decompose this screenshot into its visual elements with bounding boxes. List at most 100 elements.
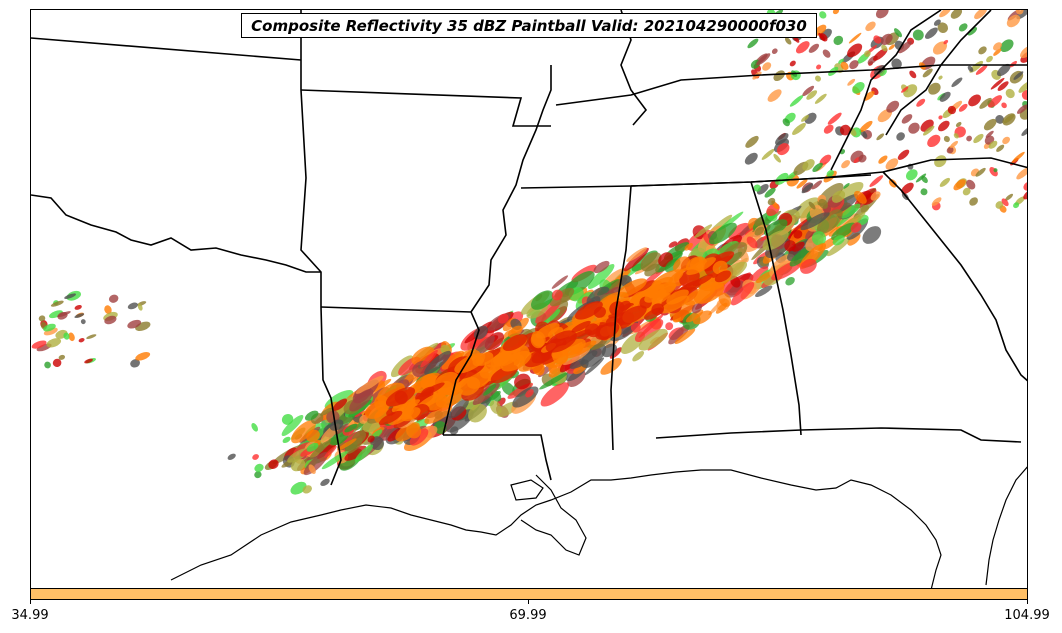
reflectivity-cell	[990, 77, 1005, 90]
reflectivity-cell	[943, 135, 950, 143]
reflectivity-cell	[43, 327, 58, 336]
reflectivity-cell	[424, 350, 452, 375]
reflectivity-cell	[808, 43, 820, 53]
reflectivity-cell	[923, 125, 935, 136]
reflectivity-cell	[755, 271, 774, 283]
reflectivity-cell	[880, 33, 893, 46]
reflectivity-cell	[953, 133, 959, 139]
reflectivity-cell	[630, 322, 641, 333]
reflectivity-cell	[540, 382, 569, 407]
reflectivity-cell	[791, 241, 805, 252]
reflectivity-cell	[893, 28, 903, 38]
reflectivity-cell	[1013, 71, 1024, 80]
ar-la-border	[320, 306, 472, 313]
reflectivity-cell	[776, 143, 790, 156]
reflectivity-cell	[472, 356, 485, 367]
reflectivity-cell	[1015, 10, 1024, 15]
reflectivity-cell	[951, 77, 963, 88]
reflectivity-cell	[931, 197, 942, 206]
reflectivity-cell	[973, 133, 984, 144]
reflectivity-cell	[838, 58, 845, 64]
reflectivity-cell	[638, 313, 665, 339]
reflectivity-cell	[38, 315, 46, 322]
reflectivity-cell	[896, 132, 905, 141]
nc-sc-border	[882, 157, 1027, 173]
reflectivity-cell	[44, 361, 51, 369]
reflectivity-cell	[764, 187, 776, 198]
reflectivity-cell	[938, 120, 950, 132]
reflectivity-cell	[762, 62, 772, 71]
ok-east-border	[300, 10, 322, 307]
reflectivity-cell	[104, 305, 112, 315]
reflectivity-cell	[46, 338, 62, 348]
reflectivity-cell	[251, 423, 259, 432]
reflectivity-cell	[761, 148, 775, 160]
reflectivity-cell	[969, 197, 978, 206]
reflectivity-cell	[617, 278, 647, 298]
reflectivity-cell	[996, 144, 1005, 152]
reflectivity-cell	[819, 154, 832, 166]
reflectivity-cell	[584, 323, 599, 336]
colorbar-tick-label-max: 104.99	[1004, 608, 1050, 623]
reflectivity-cell	[847, 78, 856, 86]
reflectivity-cell	[1021, 126, 1027, 136]
reflectivity-cell	[953, 179, 966, 191]
colorbar-tick-label-mid: 69.99	[509, 608, 547, 623]
reflectivity-cell	[831, 222, 856, 241]
reflectivity-cell	[756, 184, 769, 195]
ks-ok-border	[31, 37, 302, 61]
colorbar-tick	[1027, 600, 1028, 604]
reflectivity-cell	[63, 332, 70, 340]
reflectivity-cell	[367, 435, 375, 443]
reflectivity-cell	[922, 68, 933, 78]
reflectivity-cell	[349, 388, 374, 412]
reflectivity-cell	[808, 201, 816, 210]
red-river	[31, 194, 321, 273]
reflectivity-cell	[993, 42, 1002, 51]
reflectivity-cell	[789, 95, 804, 107]
reflectivity-cell	[878, 155, 888, 164]
reflectivity-cell	[789, 60, 796, 67]
reflectivity-cell	[137, 303, 143, 311]
reflectivity-cell	[547, 327, 564, 338]
reflectivity-cell	[897, 41, 912, 54]
reflectivity-cell	[660, 295, 690, 314]
reflectivity-cell	[64, 293, 76, 299]
reflectivity-cell	[571, 320, 591, 333]
reflectivity-cell	[1000, 39, 1014, 53]
reflectivity-cell	[474, 335, 495, 357]
reflectivity-cell	[445, 409, 474, 433]
reflectivity-cell	[901, 182, 914, 194]
reflectivity-cell	[569, 350, 598, 369]
reflectivity-cell	[551, 275, 569, 289]
reflectivity-cell	[1002, 136, 1010, 145]
reflectivity-cell	[862, 226, 882, 244]
reflectivity-cell	[644, 263, 660, 277]
reflectivity-cell	[1001, 102, 1007, 109]
reflectivity-cell	[928, 82, 941, 95]
reflectivity-cell	[730, 282, 755, 306]
reflectivity-cell	[833, 35, 844, 46]
reflectivity-cell	[869, 175, 884, 187]
reflectivity-cell	[332, 398, 348, 411]
reflectivity-cell	[308, 464, 316, 475]
reflectivity-cell	[756, 53, 771, 66]
reflectivity-cell	[304, 410, 319, 421]
reflectivity-cell	[531, 290, 554, 310]
reflectivity-cell	[881, 44, 888, 52]
reflectivity-cell	[966, 135, 972, 142]
reflectivity-cell	[665, 322, 674, 331]
reflectivity-cell	[792, 122, 806, 135]
reflectivity-cell	[875, 10, 889, 19]
reflectivity-cell	[987, 95, 1003, 108]
reflectivity-cell	[1023, 188, 1027, 200]
reflectivity-cell	[988, 140, 998, 149]
reflectivity-cell	[784, 37, 792, 45]
reflectivity-cell	[885, 158, 899, 170]
reflectivity-cell	[412, 372, 442, 394]
reflectivity-cell	[497, 313, 509, 324]
reflectivity-cell	[859, 120, 873, 133]
reflectivity-cell	[773, 70, 785, 82]
reflectivity-cell	[795, 197, 822, 219]
reflectivity-cell	[939, 10, 952, 18]
